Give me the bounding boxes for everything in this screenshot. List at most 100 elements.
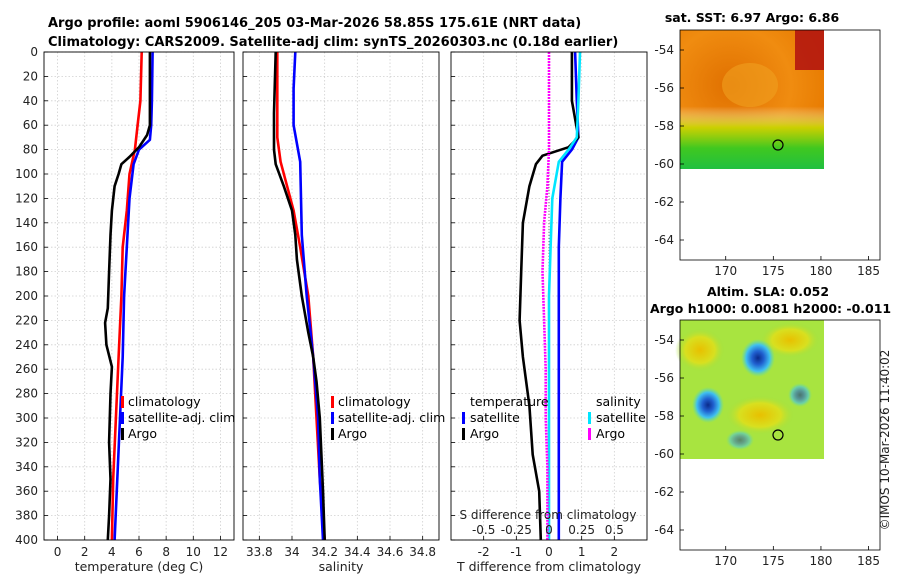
y-tick-label: 0 — [30, 45, 38, 59]
x-axis-label: salinity — [319, 559, 364, 574]
map-x-tick-label: 185 — [857, 264, 880, 278]
sla-field-low-2 — [692, 387, 724, 423]
series-line-s-satellite — [547, 51, 582, 540]
sdiff-tick-labels: -0.5 -0.25 0 0.25 0.5 — [472, 523, 624, 537]
series-line-climatology — [275, 52, 326, 541]
y-tick-label: 320 — [15, 435, 38, 449]
legend-argo: Argo — [128, 426, 157, 441]
difference-legend: temperature satellite Argo salinity sate… — [462, 394, 646, 441]
y-tick-label: 120 — [15, 191, 38, 205]
map-y-tick-label: -58 — [654, 409, 674, 423]
sdiff-tick-label: 0 — [545, 523, 553, 537]
x-tick-label: 2 — [611, 545, 619, 559]
map-x-tick-label: 175 — [762, 554, 785, 568]
footer-stamp: ©IMOS 10-Mar-2026 11:40:02 — [878, 350, 892, 531]
legend-swatch-s-satellite — [588, 412, 591, 424]
sla-map-title-2: Argo h1000: 0.0081 h2000: -0.011 — [650, 301, 891, 316]
x-tick-label: 0 — [54, 545, 62, 559]
map-x-tick-label: 175 — [762, 264, 785, 278]
y-tick-label: 340 — [15, 460, 38, 474]
y-tick-label: 180 — [15, 265, 38, 279]
legend-argo: Argo — [338, 426, 367, 441]
legend-swatch-t-satellite — [462, 412, 465, 424]
map-y-tick-label: -62 — [654, 195, 674, 209]
y-tick-label: 40 — [23, 94, 38, 108]
sla-field-high-1 — [675, 328, 725, 372]
legend-s-satellite: satellite — [596, 410, 646, 425]
salinity-panel: 33.8 34 34.2 34.4 34.6 34.8 salinity — [242, 51, 440, 574]
x-tick-label: 4 — [108, 545, 116, 559]
series-line-satellite-adj-clim — [113, 51, 154, 541]
series-line-s-argo — [541, 52, 551, 540]
sla-map-frame — [679, 319, 881, 551]
map-x-tick-label: 180 — [809, 554, 832, 568]
map-y-tick-label: -54 — [654, 333, 674, 347]
y-tick-label: 280 — [15, 387, 38, 401]
x-tick-label: 6 — [135, 545, 143, 559]
y-tick-label: 360 — [15, 484, 38, 498]
y-tick-label: 140 — [15, 216, 38, 230]
y-tick-label: 260 — [15, 362, 38, 376]
sst-field-cold — [680, 30, 824, 169]
sst-map-title: sat. SST: 6.97 Argo: 6.86 — [665, 10, 840, 25]
x-tick-label: 0 — [545, 545, 553, 559]
plot-frame — [242, 51, 440, 541]
map-x-tick-label: 185 — [857, 554, 880, 568]
y-tick-label: 20 — [23, 69, 38, 83]
x-tick-label: 2 — [81, 545, 89, 559]
x-tick-label: 10 — [186, 545, 201, 559]
x-axis-label: T difference from climatology — [456, 559, 642, 574]
y-tick-label: 80 — [23, 143, 38, 157]
y-tick-label: 200 — [15, 289, 38, 303]
sst-map — [679, 29, 881, 261]
map-y-tick-label: -62 — [654, 485, 674, 499]
y-tick-label: 160 — [15, 240, 38, 254]
series-line-satellite-adj-clim — [292, 51, 325, 541]
map-x-tick-label: 170 — [714, 264, 737, 278]
x-tick-label: 34 — [284, 545, 299, 559]
legend-swatch-argo — [331, 428, 334, 440]
legend-swatch-satellite — [121, 412, 124, 424]
legend-satellite: satellite-adj. clim — [128, 410, 235, 425]
legend-t-argo: Argo — [470, 426, 499, 441]
legend-swatch-argo — [121, 428, 124, 440]
x-tick-label: 34.6 — [377, 545, 404, 559]
x-tick-label: -2 — [478, 545, 490, 559]
sla-map-axes: 170 175 180 185 -54 -56 -58 -60 -62 -64 — [654, 333, 880, 568]
series-line-argo — [103, 52, 152, 541]
x-tick-label: -1 — [510, 545, 522, 559]
map-y-tick-label: -58 — [654, 119, 674, 133]
legend-satellite: satellite-adj. clim — [338, 410, 445, 425]
x-tick-label: 12 — [213, 545, 228, 559]
series-line-argo — [272, 51, 326, 541]
sst-map-frame — [679, 29, 881, 261]
x-tick-label: 33.8 — [246, 545, 273, 559]
legend-swatch-climatology — [331, 396, 334, 408]
x-axis-label: temperature (deg C) — [75, 559, 204, 574]
salinity-legend: climatology satellite-adj. clim Argo — [331, 394, 445, 441]
map-y-tick-label: -60 — [654, 447, 674, 461]
legend-climatology: climatology — [338, 394, 411, 409]
temperature-panel: 0204060801001201401601802002202402602803… — [15, 45, 235, 574]
sla-map — [675, 319, 881, 551]
y-tick-label: 100 — [15, 167, 38, 181]
map-y-tick-label: -56 — [654, 81, 674, 95]
sdiff-tick-label: 0.25 — [568, 523, 595, 537]
sla-field-high-3 — [725, 395, 795, 435]
legend-swatch-t-argo — [462, 428, 465, 440]
x-tick-label: 1 — [578, 545, 586, 559]
map-y-tick-label: -56 — [654, 371, 674, 385]
sla-argo-marker — [772, 429, 784, 441]
y-tick-label: 380 — [15, 509, 38, 523]
x-tick-label: 8 — [162, 545, 170, 559]
map-y-tick-label: -60 — [654, 157, 674, 171]
sla-field-low-1 — [741, 339, 775, 377]
series-line-climatology — [110, 51, 143, 541]
x-tick-label: 34.2 — [311, 545, 338, 559]
sla-field-low-3 — [788, 383, 812, 407]
difference-panel: -2 -1 0 1 2T difference from climatology — [450, 51, 648, 574]
legend-temperature-title: temperature — [470, 394, 549, 409]
x-tick-label: 34.4 — [344, 545, 371, 559]
map-y-tick-label: -64 — [654, 523, 674, 537]
y-tick-label: 300 — [15, 411, 38, 425]
